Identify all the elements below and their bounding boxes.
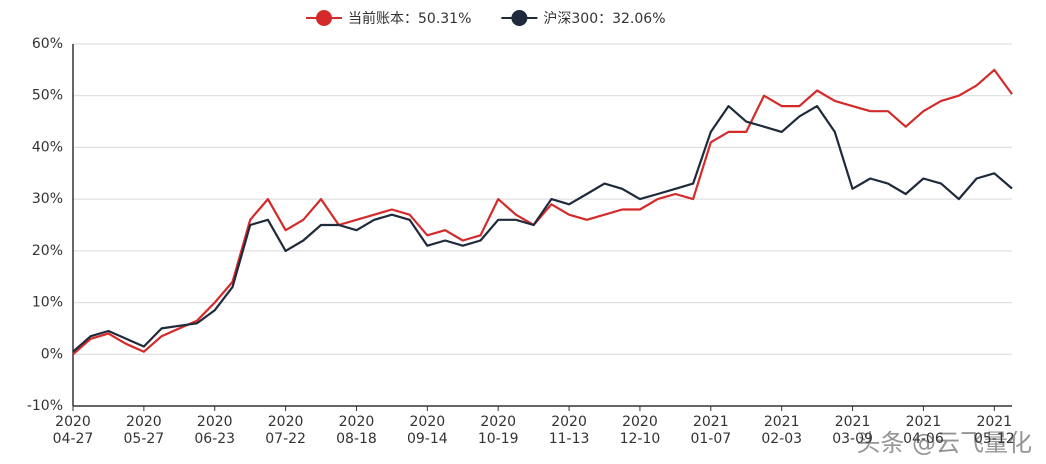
series-line <box>72 105 1013 353</box>
y-tick-label: 0% <box>41 346 63 362</box>
x-tick-label: 2021 03-09 <box>832 414 873 447</box>
legend-marker <box>511 10 528 26</box>
x-tick-label: 2021 01-07 <box>690 414 732 447</box>
watermark: 头条 @云飞量化 <box>856 429 1032 457</box>
y-tick-label: 10% <box>32 295 63 311</box>
x-tick-label: 2020 08-18 <box>336 414 377 447</box>
legend-marker <box>316 10 332 26</box>
series-line <box>72 68 1013 356</box>
x-tick-label: 2021 05-12 <box>973 414 1015 447</box>
y-tick-label: 50% <box>32 88 63 104</box>
legend-label: 沪深300：32.06% <box>543 11 665 27</box>
x-tick-label: 2020 06-23 <box>194 414 236 447</box>
y-tick-label: 60% <box>32 36 63 52</box>
x-tick-label: 2020 10-19 <box>477 414 519 447</box>
x-tick-label: 2020 05-27 <box>123 414 165 447</box>
x-tick-label: 2021 04-06 <box>903 414 944 447</box>
legend-label: 当前账本：50.31% <box>348 10 471 27</box>
y-tick-label: 40% <box>32 139 63 155</box>
y-tick-label: 20% <box>32 243 63 259</box>
x-tick-label: 2020 11-13 <box>548 414 590 447</box>
x-tick-label: 2020 12-10 <box>619 414 661 447</box>
y-tick-label: -10% <box>27 398 63 414</box>
x-tick-label: 2020 07-22 <box>265 414 306 447</box>
x-tick-label: 2020 04-27 <box>52 414 94 447</box>
y-tick-label: 30% <box>32 191 63 207</box>
x-tick-label: 2021 02-03 <box>761 414 803 447</box>
x-tick-label: 2020 09-14 <box>406 414 448 447</box>
